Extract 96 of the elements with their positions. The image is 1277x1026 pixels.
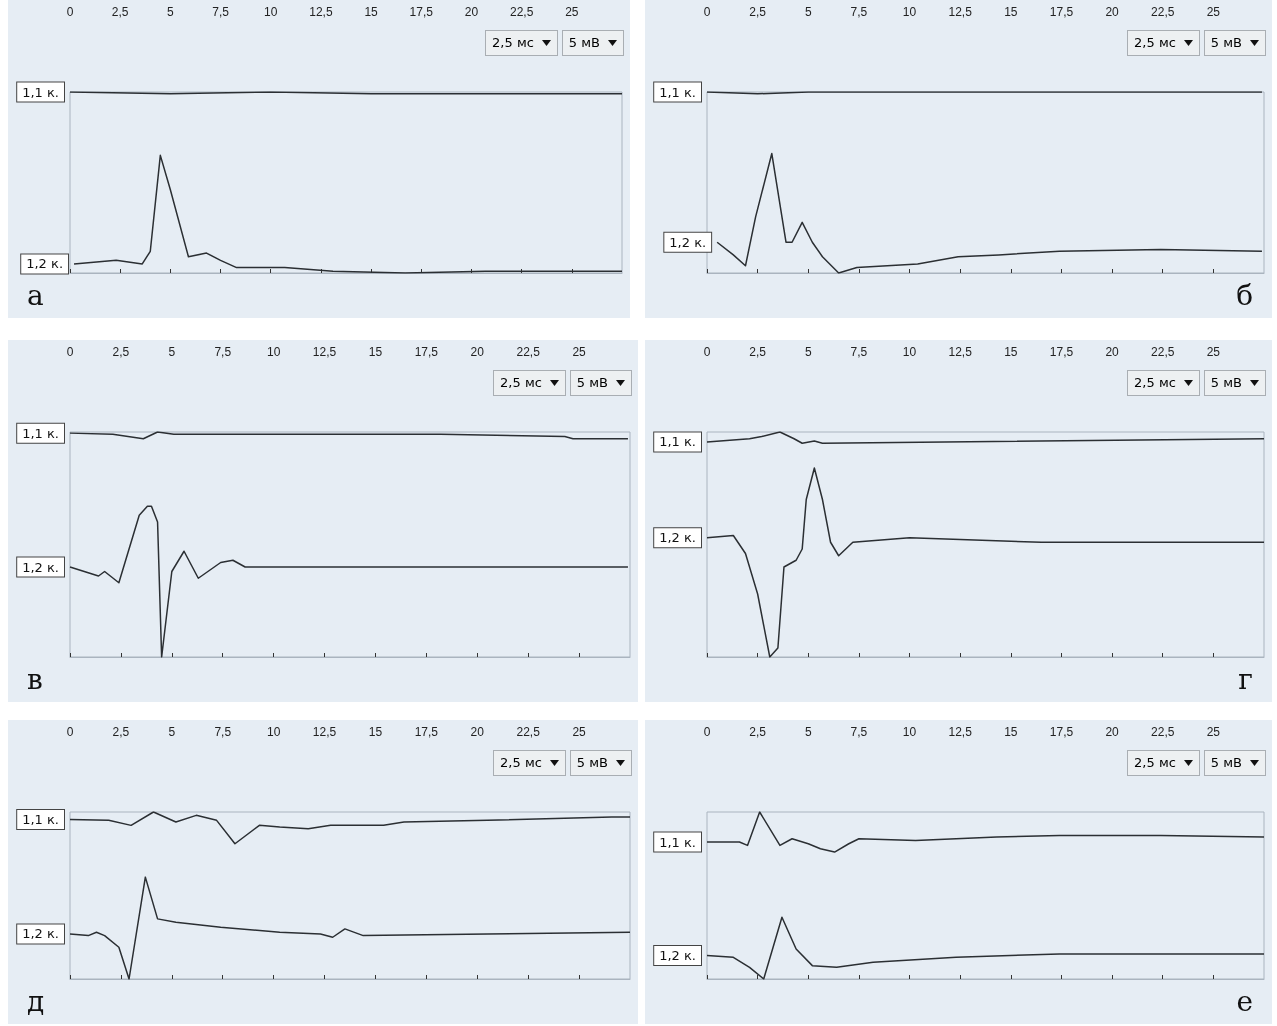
x-tick-label: 20 (470, 345, 485, 359)
text: 5 мВ (568, 34, 600, 52)
x-tick-label: 15 (368, 725, 383, 739)
x-tick-label: 7,5 (850, 725, 868, 739)
series-label: 1,1 к. (22, 84, 59, 100)
x-tick-label: 2,5 (749, 725, 767, 739)
x-tick-label: 5 (804, 5, 812, 19)
x-tick-label: 25 (572, 345, 587, 359)
x-tick-label: 15 (1004, 345, 1018, 359)
x-tick-label: 15 (364, 5, 379, 19)
text: г (1238, 662, 1253, 696)
x-tick-label: 7,5 (850, 345, 868, 359)
x-tick-label: 10 (264, 5, 278, 19)
x-tick-label: 5 (804, 345, 812, 359)
x-tick-label: 17,5 (1049, 345, 1074, 359)
x-tick-label: 15 (1004, 725, 1018, 739)
text: е (1236, 984, 1254, 1018)
x-tick-label: 12,5 (312, 345, 337, 359)
x-tick-label: 15 (1004, 5, 1018, 19)
x-tick-label: 5 (804, 725, 812, 739)
x-tick-label: 15 (368, 345, 383, 359)
x-tick-label: 25 (1206, 5, 1221, 19)
text: д (27, 984, 45, 1018)
x-tick-label: 20 (1105, 345, 1120, 359)
text: 2,5 мс (1134, 34, 1176, 52)
x-tick-label: 5 (168, 345, 176, 359)
text: 2,5 мс (492, 34, 534, 52)
x-tick-label: 2,5 (749, 5, 767, 19)
x-tick-label: 5 (168, 725, 176, 739)
x-tick-label: 22,5 (516, 725, 541, 739)
x-tick-label: 0 (703, 725, 711, 739)
x-tick-label: 0 (703, 5, 711, 19)
x-tick-label: 10 (266, 725, 281, 739)
text: 2,5 мс (1134, 754, 1176, 772)
x-tick-label: 17,5 (414, 345, 439, 359)
text: 5 мВ (1210, 34, 1242, 52)
x-tick-label: 12,5 (948, 5, 973, 19)
x-tick-label: 22,5 (1151, 725, 1175, 739)
x-tick-label: 25 (565, 5, 579, 19)
text: 5 мВ (576, 374, 608, 392)
text: 5 мВ (1210, 374, 1242, 392)
text: 2,5 мс (500, 754, 542, 772)
x-tick-label: 2,5 (112, 345, 130, 359)
series-label: 1,2 к. (659, 530, 696, 546)
text: 5 мВ (576, 754, 608, 772)
x-tick-label: 17,5 (1049, 5, 1074, 19)
x-tick-label: 22,5 (1151, 345, 1175, 359)
x-tick-label: 2,5 (749, 345, 767, 359)
x-tick-label: 7,5 (214, 345, 232, 359)
x-tick-label: 17,5 (414, 725, 439, 739)
text: б (1236, 278, 1253, 312)
text: 2,5 мс (500, 374, 542, 392)
x-tick-label: 25 (1206, 725, 1221, 739)
x-tick-label: 0 (66, 345, 74, 359)
x-tick-label: 2,5 (112, 725, 130, 739)
x-tick-label: 0 (703, 345, 711, 359)
series-label: 1,2 к. (669, 234, 707, 250)
series-label: 1,1 к. (659, 84, 696, 100)
series-label: 1,2 к. (22, 926, 59, 942)
x-tick-label: 22,5 (516, 345, 541, 359)
legend-label: 1,2 к. (26, 256, 64, 272)
x-tick-label: 20 (1105, 725, 1120, 739)
text: в (27, 662, 43, 696)
x-tick-label: 0 (66, 725, 74, 739)
x-tick-label: 5 (167, 5, 175, 19)
x-tick-label: 10 (902, 725, 917, 739)
x-tick-label: 22,5 (509, 5, 534, 19)
x-tick-label: 12,5 (312, 725, 337, 739)
x-tick-label: 7,5 (212, 5, 230, 19)
text: 5 мВ (1210, 754, 1242, 772)
x-tick-label: 7,5 (214, 725, 232, 739)
x-tick-label: 20 (1105, 5, 1120, 19)
series-label: 1,2 к. (659, 948, 696, 964)
x-tick-label: 7,5 (850, 5, 868, 19)
x-tick-label: 12,5 (948, 725, 973, 739)
x-tick-label: 12,5 (948, 345, 973, 359)
series-label: 1,2 к. (22, 559, 59, 575)
x-tick-label: 20 (464, 5, 479, 19)
x-tick-label: 17,5 (1049, 725, 1074, 739)
x-tick-label: 10 (902, 5, 917, 19)
x-tick-label: 25 (1206, 345, 1221, 359)
x-tick-label: 2,5 (111, 5, 129, 19)
x-tick-label: 22,5 (1151, 5, 1175, 19)
text: 2,5 мс (1134, 374, 1176, 392)
series-label: 1,1 к. (22, 425, 59, 441)
x-tick-label: 20 (470, 725, 485, 739)
series-label: 1,1 к. (659, 834, 696, 850)
series-label: 1,1 к. (659, 434, 696, 450)
x-tick-label: 17,5 (409, 5, 434, 19)
series-label: 1,1 к. (22, 812, 59, 828)
text: а (27, 278, 44, 312)
x-tick-label: 12,5 (309, 5, 333, 19)
x-tick-label: 10 (266, 345, 281, 359)
x-tick-label: 25 (572, 725, 587, 739)
x-tick-label: 10 (902, 345, 917, 359)
x-tick-label: 0 (66, 5, 74, 19)
